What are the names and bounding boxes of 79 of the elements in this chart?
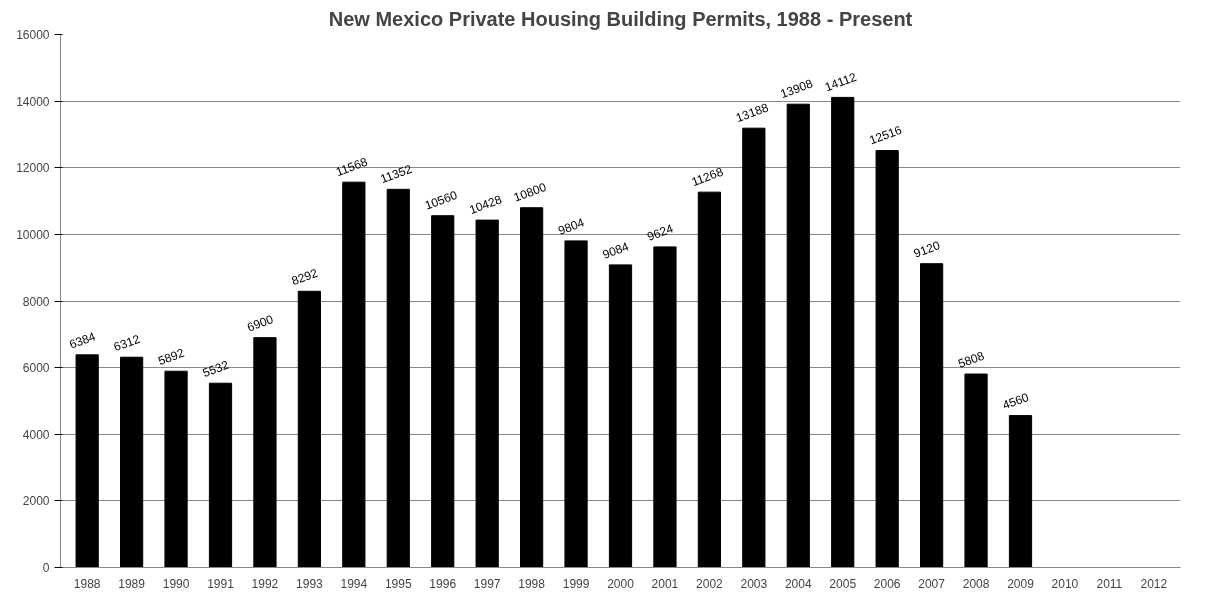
data-label: 13908 (778, 76, 815, 102)
x-tick-label: 2000 (607, 576, 635, 591)
bar (208, 382, 233, 568)
x-tick-label: 1992 (251, 576, 279, 591)
bar (564, 240, 588, 568)
x-tick-label: 1996 (429, 576, 457, 591)
x-tick-label: 1998 (518, 576, 546, 591)
y-tick-label: 0 (42, 561, 50, 575)
data-label: 10560 (422, 187, 460, 213)
y-tick-label: 10000 (16, 227, 50, 242)
data-label: 11568 (334, 154, 370, 179)
bar (431, 215, 455, 568)
bar (342, 181, 366, 568)
data-label: 8292 (289, 265, 320, 289)
x-tick-label: 1991 (207, 576, 235, 591)
bar (831, 96, 855, 568)
data-label: 9084 (600, 239, 631, 262)
data-label: 9804 (556, 215, 587, 238)
x-tick-label: 2012 (1140, 576, 1168, 591)
x-tick-label: 1993 (296, 576, 324, 591)
x-tick-label: 1997 (473, 576, 501, 591)
y-tick-label: 8000 (22, 294, 50, 309)
bar (253, 337, 277, 568)
chart-title: New Mexico Private Housing Building Permits, 1988 - Present (328, 7, 913, 30)
x-tick-label: 2006 (873, 576, 901, 591)
bar (608, 264, 633, 568)
x-tick-label: 2011 (1096, 576, 1123, 591)
x-tick-label: 2002 (696, 576, 724, 591)
data-label: 5892 (156, 345, 187, 369)
data-label: 11268 (689, 164, 726, 189)
data-label: 6312 (111, 331, 143, 355)
data-label: 14112 (822, 69, 859, 95)
y-tick-label: 14000 (16, 94, 50, 109)
y-tick-label: 16000 (16, 28, 50, 42)
bar (875, 150, 899, 568)
x-tick-label: 2004 (784, 576, 812, 591)
bar (164, 370, 188, 568)
bar (964, 373, 988, 568)
bar (297, 290, 321, 568)
data-label: 4560 (1000, 390, 1031, 413)
y-tick-label: 4000 (22, 427, 50, 442)
bar (475, 219, 499, 568)
data-label: 10428 (467, 192, 504, 217)
bar (75, 354, 99, 568)
bar (653, 246, 677, 568)
y-tick-label: 2000 (22, 494, 50, 509)
data-label: 13188 (734, 100, 771, 125)
data-label: 9624 (645, 221, 676, 244)
x-tick-label: 1995 (384, 576, 412, 591)
x-tick-label: 2009 (1007, 576, 1035, 591)
x-tick-label: 1999 (562, 576, 590, 591)
data-label: 11352 (378, 161, 415, 187)
data-label: 9120 (911, 238, 943, 261)
y-tick-label: 6000 (22, 361, 50, 376)
data-label: 5808 (956, 348, 987, 371)
bar (520, 207, 544, 568)
bar (1008, 415, 1033, 568)
y-tick-label: 12000 (16, 161, 50, 176)
x-tick-label: 1990 (162, 576, 190, 591)
x-tick-label: 2001 (651, 576, 679, 591)
x-tick-label: 2007 (918, 576, 946, 591)
x-tick-label: 1989 (118, 576, 146, 591)
x-tick-label: 2003 (740, 576, 768, 591)
bar (920, 263, 944, 568)
bar (742, 127, 766, 568)
data-label: 5532 (200, 357, 231, 381)
x-tick-label: 1994 (340, 576, 368, 591)
data-label: 6384 (67, 329, 98, 352)
x-tick-label: 2005 (829, 576, 857, 591)
bar (697, 191, 721, 568)
data-label: 6900 (245, 312, 276, 335)
bar (386, 188, 410, 568)
x-tick-label: 2010 (1051, 576, 1079, 591)
x-tick-label: 2008 (962, 576, 990, 591)
bar (786, 103, 810, 568)
data-label: 12516 (867, 122, 904, 148)
data-label: 10800 (511, 179, 549, 205)
bar (120, 356, 144, 568)
x-tick-label: 1988 (73, 576, 101, 591)
